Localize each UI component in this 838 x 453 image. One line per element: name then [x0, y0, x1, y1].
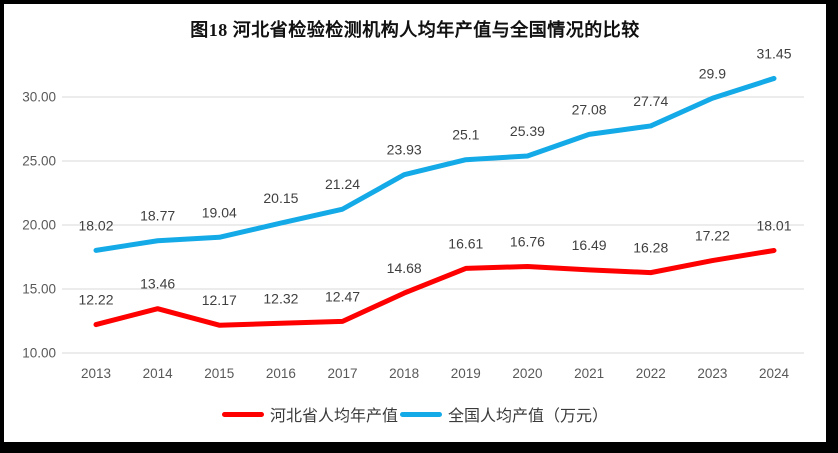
svg-text:19.04: 19.04 [202, 204, 237, 220]
chart-title: 图18 河北省检验检测机构人均年产值与全国情况的比较 [190, 20, 640, 40]
svg-text:16.49: 16.49 [572, 237, 607, 253]
svg-text:23.93: 23.93 [387, 142, 422, 158]
svg-text:2016: 2016 [266, 366, 296, 381]
svg-text:17.22: 17.22 [695, 228, 730, 244]
svg-text:2017: 2017 [328, 366, 358, 381]
svg-text:2015: 2015 [204, 366, 234, 381]
svg-text:18.02: 18.02 [78, 217, 113, 233]
svg-text:2020: 2020 [512, 366, 542, 381]
svg-text:18.77: 18.77 [140, 208, 175, 224]
legend-item-national: 全国人均产值（万元） [400, 402, 608, 426]
national-series-swatch-icon [400, 411, 442, 417]
hebei-series-swatch-icon [221, 411, 264, 417]
svg-text:2018: 2018 [389, 366, 419, 381]
legend-label-national: 全国人均产值（万元） [448, 408, 609, 425]
svg-text:2022: 2022 [636, 366, 666, 381]
svg-text:14.68: 14.68 [387, 260, 422, 276]
svg-text:13.46: 13.46 [140, 276, 175, 292]
chart-legend: 河北省人均年产值 全国人均产值（万元） [4, 403, 826, 425]
svg-text:12.47: 12.47 [325, 288, 360, 304]
svg-text:21.24: 21.24 [325, 176, 360, 192]
svg-text:25.1: 25.1 [452, 127, 479, 143]
svg-text:25.39: 25.39 [510, 123, 545, 139]
svg-text:27.08: 27.08 [572, 101, 607, 117]
svg-text:10.00: 10.00 [22, 346, 56, 361]
svg-text:20.00: 20.00 [22, 218, 56, 233]
svg-text:12.17: 12.17 [202, 292, 237, 308]
svg-text:2024: 2024 [759, 366, 790, 381]
svg-text:25.00: 25.00 [22, 154, 56, 169]
svg-text:16.61: 16.61 [448, 235, 483, 251]
svg-text:2023: 2023 [697, 366, 727, 381]
svg-text:31.45: 31.45 [756, 45, 791, 61]
svg-text:12.22: 12.22 [78, 292, 113, 308]
chart-area: 图18 河北省检验检测机构人均年产值与全国情况的比较 10.00 15.00 20.… [4, 4, 826, 442]
svg-text:29.9: 29.9 [699, 65, 726, 81]
svg-text:2021: 2021 [574, 366, 604, 381]
svg-text:27.74: 27.74 [633, 93, 668, 109]
svg-text:15.00: 15.00 [22, 282, 56, 297]
svg-text:2013: 2013 [81, 366, 111, 381]
svg-text:18.01: 18.01 [756, 217, 791, 233]
svg-text:16.76: 16.76 [510, 233, 545, 249]
svg-text:2014: 2014 [143, 366, 174, 381]
line-chart-canvas: 10.00 15.00 20.00 25.00 30.00 2013 2014 2015 201… [22, 45, 804, 381]
svg-text:30.00: 30.00 [22, 90, 56, 105]
svg-text:16.28: 16.28 [633, 240, 668, 256]
svg-text:2019: 2019 [451, 366, 481, 381]
legend-label-hebei: 河北省人均年产值 [269, 408, 398, 425]
svg-text:12.32: 12.32 [263, 290, 298, 306]
svg-text:20.15: 20.15 [263, 190, 298, 206]
legend-item-hebei: 河北省人均年产值 [221, 402, 398, 426]
